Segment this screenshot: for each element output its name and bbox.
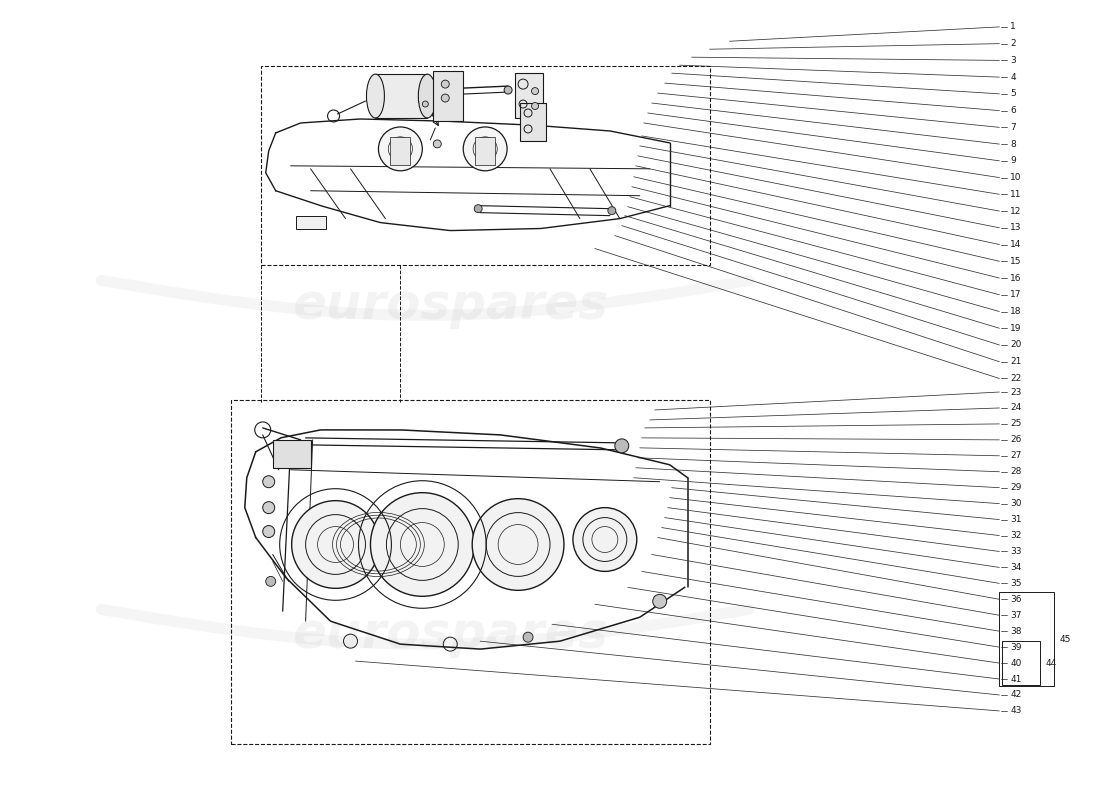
Text: 7: 7	[1010, 123, 1016, 132]
Text: 17: 17	[1010, 290, 1022, 299]
Text: 35: 35	[1010, 579, 1022, 588]
Ellipse shape	[371, 493, 474, 596]
Text: 30: 30	[1010, 499, 1022, 508]
Text: 41: 41	[1010, 674, 1022, 683]
Text: 12: 12	[1010, 206, 1022, 215]
Circle shape	[652, 594, 667, 608]
Text: 45: 45	[1059, 634, 1070, 644]
Bar	[231, 400, 710, 744]
Bar	[520, 103, 546, 141]
Ellipse shape	[463, 127, 507, 170]
Text: 5: 5	[1010, 90, 1016, 98]
Text: 38: 38	[1010, 626, 1022, 636]
Text: eurospares: eurospares	[293, 282, 608, 330]
Ellipse shape	[573, 508, 637, 571]
Text: 13: 13	[1010, 223, 1022, 232]
Text: 43: 43	[1010, 706, 1022, 715]
Text: 37: 37	[1010, 610, 1022, 620]
Circle shape	[524, 632, 534, 642]
Text: 9: 9	[1010, 156, 1016, 166]
Text: 6: 6	[1010, 106, 1016, 115]
Text: 40: 40	[1010, 658, 1022, 667]
Circle shape	[531, 87, 539, 94]
Bar	[273, 440, 310, 468]
Text: 39: 39	[1010, 642, 1022, 652]
Text: 1: 1	[1010, 22, 1016, 31]
Text: 26: 26	[1010, 435, 1022, 444]
Text: 42: 42	[1010, 690, 1022, 699]
Text: 24: 24	[1010, 403, 1022, 413]
Bar	[375, 74, 427, 118]
Text: 34: 34	[1010, 563, 1022, 572]
Text: 2: 2	[1010, 39, 1016, 48]
Ellipse shape	[292, 501, 379, 588]
Text: 16: 16	[1010, 274, 1022, 282]
Text: 4: 4	[1010, 73, 1016, 82]
Circle shape	[615, 439, 629, 453]
Bar	[1002, 641, 1041, 685]
Bar	[515, 73, 543, 118]
Circle shape	[441, 94, 449, 102]
Text: 23: 23	[1010, 387, 1022, 397]
Text: 3: 3	[1010, 56, 1016, 65]
Circle shape	[608, 206, 616, 214]
Text: 21: 21	[1010, 358, 1022, 366]
Circle shape	[422, 101, 428, 107]
Bar	[261, 66, 710, 266]
Circle shape	[441, 80, 449, 88]
Text: 32: 32	[1010, 531, 1022, 540]
Ellipse shape	[366, 74, 384, 118]
Circle shape	[531, 102, 539, 110]
Bar	[296, 216, 326, 229]
Text: 8: 8	[1010, 139, 1016, 149]
Text: 31: 31	[1010, 515, 1022, 524]
Ellipse shape	[472, 498, 564, 590]
Circle shape	[433, 140, 441, 148]
Bar	[433, 71, 463, 121]
Text: eurospares: eurospares	[293, 610, 608, 658]
Text: 33: 33	[1010, 547, 1022, 556]
Text: 19: 19	[1010, 324, 1022, 333]
Text: 27: 27	[1010, 451, 1022, 460]
Text: 22: 22	[1010, 374, 1022, 383]
Bar	[1000, 592, 1054, 686]
Bar	[390, 137, 410, 165]
Text: 20: 20	[1010, 341, 1022, 350]
Circle shape	[474, 205, 482, 213]
Text: 28: 28	[1010, 467, 1022, 476]
Text: 10: 10	[1010, 173, 1022, 182]
Bar	[475, 137, 495, 165]
Text: 11: 11	[1010, 190, 1022, 199]
Ellipse shape	[418, 74, 437, 118]
Text: 44: 44	[1045, 658, 1056, 667]
Circle shape	[263, 526, 275, 538]
Text: 15: 15	[1010, 257, 1022, 266]
Text: 29: 29	[1010, 483, 1022, 492]
Text: 14: 14	[1010, 240, 1022, 249]
Ellipse shape	[378, 127, 422, 170]
Circle shape	[263, 476, 275, 488]
Text: 36: 36	[1010, 595, 1022, 604]
Text: 18: 18	[1010, 307, 1022, 316]
Text: 25: 25	[1010, 419, 1022, 429]
Circle shape	[263, 502, 275, 514]
Circle shape	[504, 86, 513, 94]
Circle shape	[266, 576, 276, 586]
